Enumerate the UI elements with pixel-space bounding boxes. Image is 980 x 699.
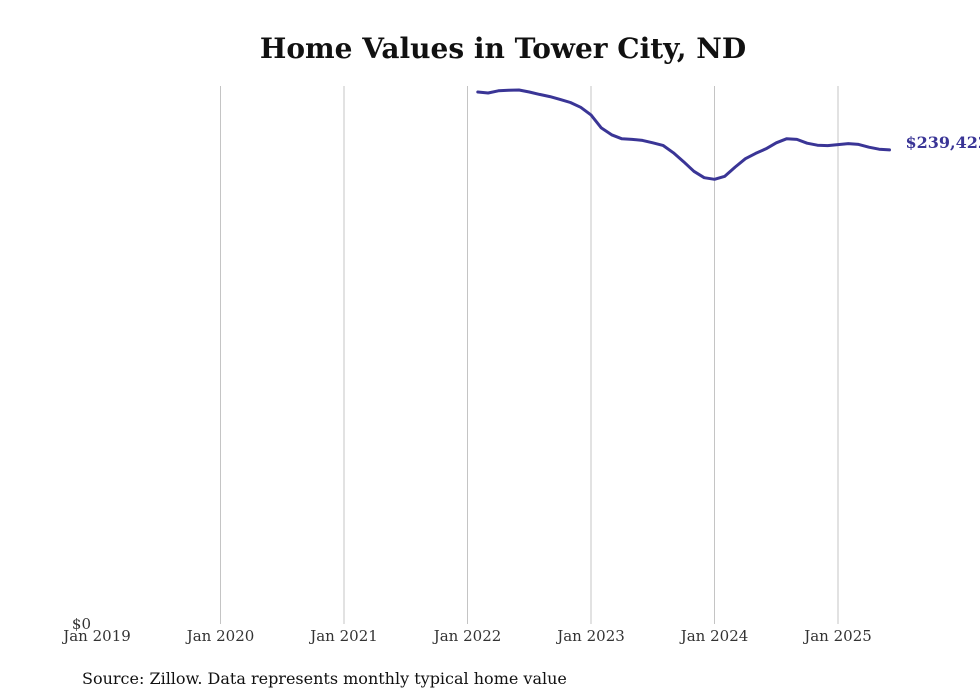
x-tick-label: Jan 2022 [432,627,502,645]
y-tick-label-zero: $0 [72,615,91,633]
series-line [476,88,891,181]
x-tick-label: Jan 2019 [61,627,131,645]
chart-title: Home Values in Tower City, ND [260,32,746,65]
x-tick-label: Jan 2025 [802,627,872,645]
source-note: Source: Zillow. Data represents monthly … [82,669,567,688]
x-axis-ticks: Jan 2019 Jan 2020 Jan 2021 Jan 2022 Jan 2023… [61,627,872,645]
x-tick-label: Jan 2021 [308,627,378,645]
x-tick-label: Jan 2020 [185,627,255,645]
gridlines [220,86,839,624]
x-tick-label: Jan 2024 [679,627,749,645]
end-value-label: $239,422 [905,133,980,152]
x-tick-label: Jan 2023 [555,627,625,645]
